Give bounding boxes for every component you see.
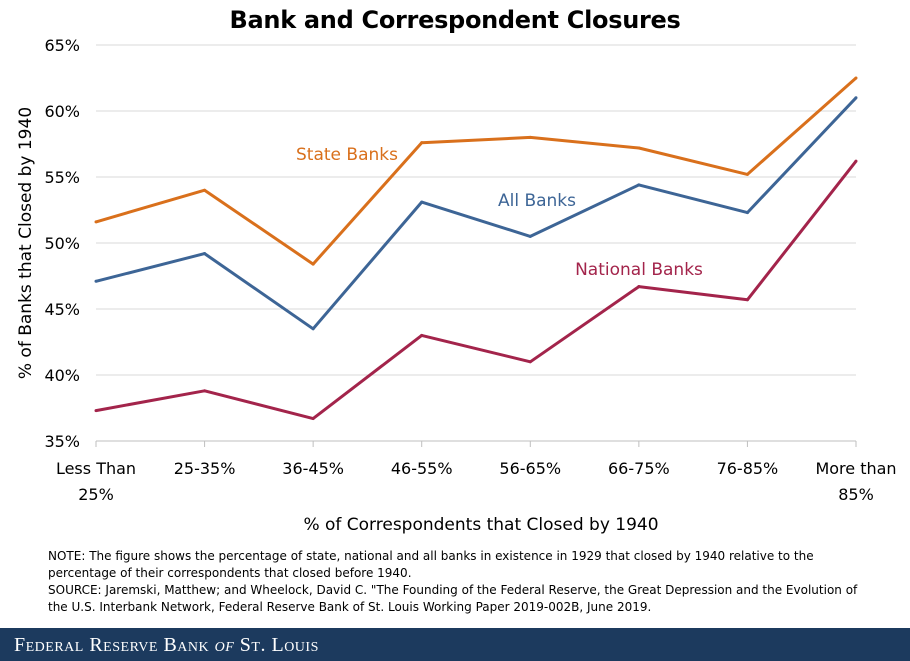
series-line-all-banks [95,96,858,331]
chart-title: Bank and Correspondent Closures [229,6,681,34]
data-point-all-banks [745,211,749,215]
x-tick-label: Less Than 25% [56,459,136,504]
data-point-state-banks [311,262,315,266]
data-point-national-banks [637,285,641,289]
data-point-state-banks [528,135,532,139]
data-point-state-banks [203,188,207,192]
data-point-state-banks [94,220,98,224]
data-point-all-banks [854,96,858,100]
series-label-all-banks: All Banks [498,191,576,211]
data-point-all-banks [637,183,641,187]
data-point-all-banks [203,252,207,256]
x-tick-label: 76-85% [717,459,779,478]
data-point-all-banks [94,279,98,283]
data-point-national-banks [311,417,315,421]
line-chart: 35% 40% 45% 50% 55% 60% 65% Less Than 25% 25-35% 3… [16,36,897,535]
footer-text-of: of [214,634,235,656]
y-tick-label: 45% [44,300,80,319]
data-point-all-banks [311,327,315,331]
series-line-national-banks [95,160,858,421]
series-line-state-banks [95,76,857,266]
y-tick-label: 50% [44,234,80,253]
x-tick-label: More than 85% [815,459,896,504]
footer-logo-text: Federal Reserve Bank of St. Louis [14,634,319,657]
data-point-national-banks [528,360,532,364]
x-tick-label: 66-75% [608,459,670,478]
data-point-state-banks [637,146,641,150]
data-point-national-banks [94,409,98,413]
data-point-all-banks [420,200,424,204]
y-tick-label: 55% [44,168,80,187]
x-tick-label: 56-65% [499,459,561,478]
data-point-national-banks [745,298,749,302]
x-tick-label: 25-35% [174,459,236,478]
data-point-state-banks [745,172,749,176]
figure-note: NOTE: The figure shows the percentage of… [48,548,878,616]
source-text: SOURCE: Jaremski, Matthew; and Wheelock,… [48,583,858,614]
y-tick-label: 35% [44,432,80,451]
axis-layer: 35% 40% 45% 50% 55% 60% 65% Less Than 25% 25-35% 3… [44,36,896,504]
x-axis-label: % of Correspondents that Closed by 1940 [303,515,658,535]
grid-layer [96,44,856,376]
series-layer [94,76,858,421]
series-label-state-banks: State Banks [296,145,398,165]
y-axis-label: % of Banks that Closed by 1940 [16,107,36,379]
y-tick-label: 40% [44,366,80,385]
note-text: NOTE: The figure shows the percentage of… [48,549,814,580]
footer-banner: Federal Reserve Bank of St. Louis [0,628,910,661]
data-point-national-banks [420,333,424,337]
y-tick-label: 65% [44,36,80,55]
footer-text-end: St. Louis [239,634,319,656]
label-layer: State Banks All Banks National Banks [296,145,703,280]
series-label-national-banks: National Banks [575,260,703,280]
y-tick-label: 60% [44,102,80,121]
x-tick-label: 46-55% [391,459,453,478]
data-point-all-banks [528,234,532,238]
data-point-state-banks [420,141,424,145]
x-tick-label: 36-45% [282,459,344,478]
footer-text-main: Federal Reserve Bank [14,634,210,656]
data-point-state-banks [854,76,858,80]
data-point-national-banks [203,389,207,393]
data-point-national-banks [854,159,858,163]
